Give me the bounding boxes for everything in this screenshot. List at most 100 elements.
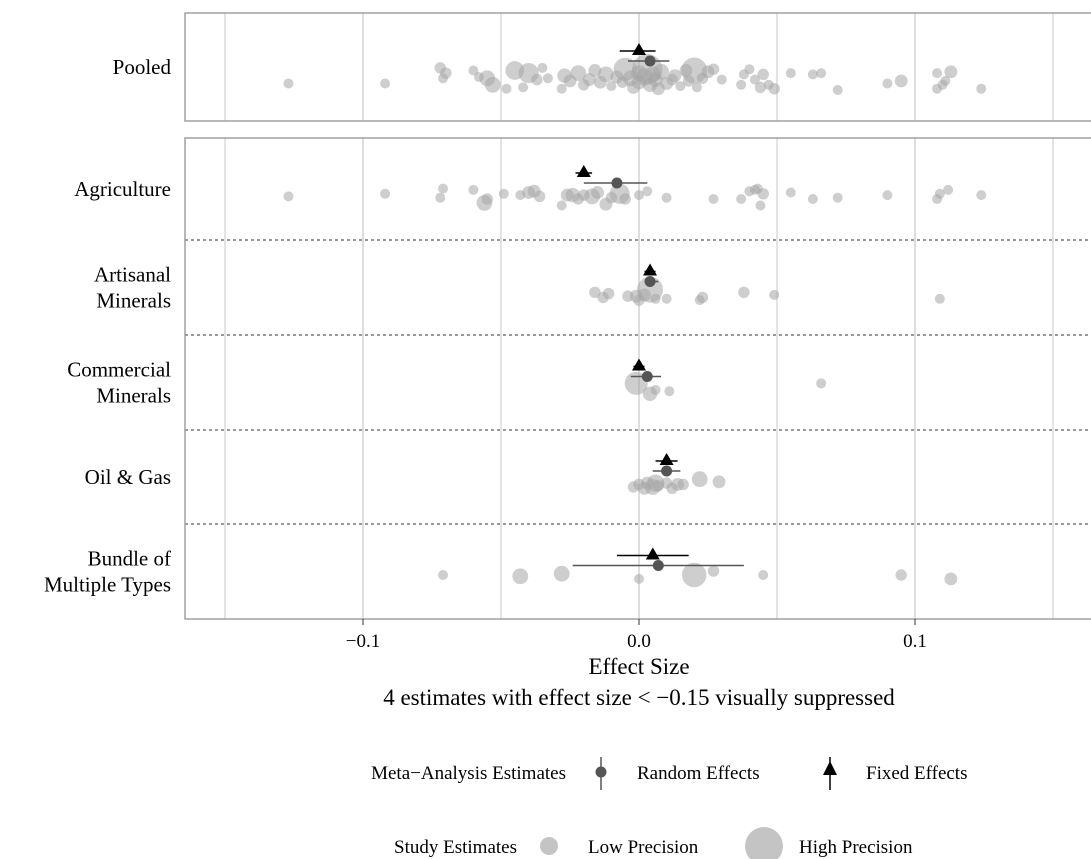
study-point <box>768 82 780 95</box>
study-point <box>944 572 958 586</box>
study-point <box>438 183 449 194</box>
study-point <box>816 68 827 79</box>
study-point <box>661 192 672 203</box>
random-effect-marker <box>644 55 656 67</box>
panel-sector: AgricultureArtisanalMineralsCommercialMi… <box>44 137 1091 620</box>
study-point <box>716 74 727 85</box>
row-agriculture: Agriculture <box>74 165 987 211</box>
legend-fixed-effects-key <box>823 757 837 790</box>
study-point <box>435 192 446 203</box>
random-effect-marker <box>652 560 664 571</box>
legend-high-precision-label: High Precision <box>799 837 913 858</box>
study-point <box>283 191 294 202</box>
panel-pooled: Pooled <box>113 12 1091 122</box>
row-label: Commercial <box>67 358 171 382</box>
study-point <box>940 75 951 86</box>
random-effect-marker <box>644 276 656 287</box>
study-point <box>642 186 653 197</box>
study-point <box>668 69 682 83</box>
study-point <box>807 69 818 80</box>
row-oil-gas: Oil & Gas <box>85 429 1091 495</box>
study-point <box>757 188 769 200</box>
study-point <box>894 74 908 88</box>
study-point <box>696 291 709 304</box>
x-tick-label: 0.0 <box>627 631 651 652</box>
legend-low-precision-key <box>540 837 558 855</box>
study-point <box>619 193 631 205</box>
study-point <box>434 62 447 74</box>
study-point <box>498 188 509 199</box>
legend-study: Study Estimates Low Precision High Preci… <box>394 827 913 859</box>
study-point <box>934 293 945 304</box>
panel-border <box>184 12 1091 122</box>
study-point <box>484 76 501 93</box>
study-point <box>691 82 702 93</box>
study-point <box>570 65 587 81</box>
study-point <box>749 74 760 85</box>
study-point <box>738 286 750 299</box>
x-axis: −0.1 0.0 0.1 <box>346 619 927 652</box>
study-point <box>380 188 391 199</box>
legend-meta-title: Meta−Analysis Estimates <box>371 763 566 784</box>
study-point <box>518 82 529 93</box>
study-point <box>758 570 769 580</box>
random-effect-marker <box>641 371 653 382</box>
study-point <box>438 570 449 580</box>
study-point <box>755 200 766 211</box>
study-point <box>677 478 689 491</box>
study-point <box>807 194 818 204</box>
study-point <box>661 293 672 304</box>
study-point <box>634 573 644 584</box>
study-point <box>542 73 553 84</box>
study-point <box>736 79 747 90</box>
study-point <box>769 289 780 300</box>
study-point <box>943 184 954 195</box>
row-label: Multiple Types <box>44 573 171 597</box>
row-label: Minerals <box>96 289 171 313</box>
row-label: Bundle of <box>88 547 171 571</box>
study-point <box>708 194 719 204</box>
fixed-effect-marker <box>576 165 591 177</box>
study-point <box>468 65 479 76</box>
legend-high-precision-key <box>745 827 783 859</box>
study-point <box>882 78 893 89</box>
study-point <box>744 64 755 75</box>
study-point <box>664 386 675 397</box>
chart-subtitle: 4 estimates with effect size < −0.15 vis… <box>383 685 895 710</box>
study-point <box>675 81 686 92</box>
study-point <box>468 184 479 195</box>
legend-study-title: Study Estimates <box>394 837 517 858</box>
fixed-effect-marker <box>632 358 646 371</box>
study-point <box>653 63 669 80</box>
study-point <box>501 83 512 94</box>
fixed-effect-marker <box>645 547 660 560</box>
study-point <box>707 63 720 75</box>
study-point <box>691 471 708 488</box>
study-point <box>754 81 767 94</box>
x-tick-label: −0.1 <box>346 631 380 652</box>
random-effect-marker <box>661 465 673 477</box>
legend-fixed-effects-label: Fixed Effects <box>866 763 968 784</box>
study-point <box>531 73 543 86</box>
legend-meta: Meta−Analysis Estimates Random Effects F… <box>371 757 968 790</box>
study-point <box>976 83 987 94</box>
study-point <box>556 83 567 94</box>
study-point <box>832 85 843 95</box>
legend-low-precision-label: Low Precision <box>588 837 699 858</box>
study-point <box>283 78 294 89</box>
study-point <box>512 568 529 585</box>
legend-random-effects-key <box>595 757 607 790</box>
study-point <box>602 287 615 300</box>
study-point <box>589 286 601 299</box>
study-point <box>785 187 796 198</box>
study-point <box>556 200 567 211</box>
study-point <box>816 378 827 389</box>
study-point <box>380 78 391 89</box>
study-point <box>932 68 943 79</box>
study-point <box>650 384 661 395</box>
